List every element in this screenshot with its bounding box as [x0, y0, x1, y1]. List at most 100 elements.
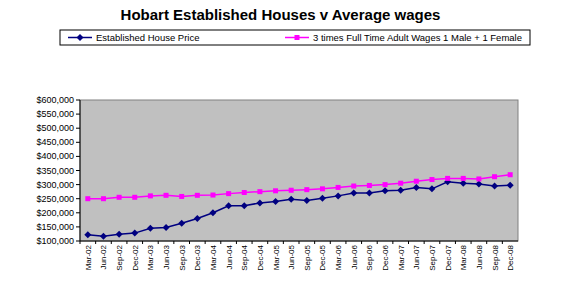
x-tick — [299, 241, 300, 244]
x-tick-label: Jun-06 — [350, 244, 359, 269]
x-tick-label: Dec-03 — [193, 244, 202, 270]
data-point — [507, 182, 514, 189]
y-tick-label: $600,000 — [36, 95, 74, 105]
data-point — [241, 202, 248, 209]
x-tick — [345, 241, 346, 244]
y-tick-label: $400,000 — [36, 151, 74, 161]
data-point — [209, 209, 216, 216]
data-point — [289, 188, 294, 193]
data-point — [492, 174, 497, 179]
data-point — [366, 190, 373, 197]
x-tick-label: Sep-08 — [491, 244, 500, 270]
data-point — [461, 176, 466, 181]
data-point — [132, 195, 137, 200]
x-tick — [173, 241, 174, 244]
y-tick — [76, 156, 80, 157]
x-tick-label: Jun-05 — [287, 244, 296, 269]
x-tick — [361, 241, 362, 244]
y-tick — [76, 212, 80, 213]
x-tick-label: Dec-02 — [131, 244, 140, 270]
data-point — [491, 183, 498, 190]
data-point — [226, 191, 231, 196]
y-tick — [76, 170, 80, 171]
x-tick — [408, 241, 409, 244]
x-tick-label: Sep-06 — [365, 244, 374, 270]
data-point — [242, 190, 247, 195]
x-tick-label: Jun-03 — [162, 244, 171, 269]
data-point — [194, 215, 201, 222]
data-point — [429, 177, 434, 182]
x-tick — [455, 241, 456, 244]
x-tick-label: Sep-07 — [428, 244, 437, 270]
data-point — [320, 186, 325, 191]
x-tick — [80, 241, 81, 244]
legend-label: Established House Price — [96, 32, 200, 43]
x-tick-label: Mar-08 — [459, 244, 468, 270]
x-tick-label: Dec-04 — [256, 244, 265, 270]
data-point — [476, 176, 481, 181]
data-point — [257, 189, 262, 194]
x-tick-label: Mar-06 — [334, 244, 343, 270]
x-tick — [252, 241, 253, 244]
x-tick — [267, 241, 268, 244]
x-tick — [142, 241, 143, 244]
data-point — [367, 183, 372, 188]
y-tick-label: $200,000 — [36, 208, 74, 218]
y-tick-label: $300,000 — [36, 180, 74, 190]
y-tick — [76, 198, 80, 199]
data-point — [131, 230, 138, 237]
y-tick-label: $550,000 — [36, 109, 74, 119]
data-point — [382, 187, 389, 194]
y-tick-label: $100,000 — [36, 236, 74, 246]
x-tick — [111, 241, 112, 244]
data-point — [351, 184, 356, 189]
legend-marker — [295, 35, 300, 40]
x-tick — [220, 241, 221, 244]
x-tick — [205, 241, 206, 244]
data-point — [475, 181, 482, 188]
x-tick — [502, 241, 503, 244]
data-point — [508, 172, 513, 177]
x-tick-label: Mar-02 — [84, 244, 93, 270]
data-point — [319, 195, 326, 202]
y-tick-label: $450,000 — [36, 137, 74, 147]
y-tick — [76, 184, 80, 185]
x-tick — [314, 241, 315, 244]
data-point — [195, 193, 200, 198]
x-tick — [126, 241, 127, 244]
data-point — [179, 194, 184, 199]
legend: Established House Price3 times Full Time… — [60, 30, 530, 45]
x-tick-label: Mar-07 — [397, 244, 406, 270]
data-point — [445, 176, 450, 181]
x-tick-label: Dec-08 — [506, 244, 515, 270]
data-point — [147, 225, 154, 232]
series-group — [84, 172, 513, 239]
data-point — [303, 197, 310, 204]
x-tick-label: Mar-03 — [146, 244, 155, 270]
y-tick — [76, 142, 80, 143]
x-tick-label: Dec-07 — [444, 244, 453, 270]
x-tick-label: Sep-03 — [178, 244, 187, 270]
data-point — [397, 187, 404, 194]
y-tick — [76, 114, 80, 115]
data-point — [101, 196, 106, 201]
y-axis — [80, 100, 81, 241]
data-point — [273, 188, 278, 193]
x-tick-label: Jun-02 — [99, 244, 108, 269]
x-tick — [283, 241, 284, 244]
x-tick — [189, 241, 190, 244]
x-tick-label: Sep-04 — [240, 244, 249, 270]
data-point — [116, 231, 123, 238]
data-point — [335, 192, 342, 199]
x-tick-label: Jun-07 — [412, 244, 421, 269]
y-tick-label: $150,000 — [36, 222, 74, 232]
x-tick — [439, 241, 440, 244]
x-tick — [471, 241, 472, 244]
data-point — [414, 179, 419, 184]
data-point — [428, 185, 435, 192]
x-tick — [330, 241, 331, 244]
data-point — [288, 196, 295, 203]
x-tick — [486, 241, 487, 244]
data-point — [210, 193, 215, 198]
chart: Hobart Established Houses v Average wage… — [0, 0, 561, 286]
